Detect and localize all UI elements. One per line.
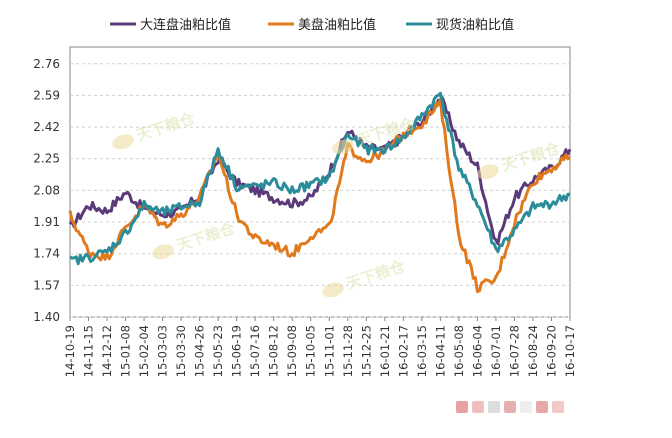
- x-tick-label: 14-10-19: [63, 325, 77, 377]
- x-tick-label: 16-09-20: [544, 325, 558, 377]
- x-tick-label: 15-01-08: [119, 325, 133, 377]
- x-tick-label: 15-09-08: [285, 325, 299, 377]
- series-line: [69, 91, 571, 266]
- x-tick-label: 16-07-28: [507, 325, 521, 377]
- x-tick-label: 15-11-01: [322, 325, 336, 377]
- x-tick-label: 14-12-12: [100, 325, 114, 377]
- blurred-source-mark: [456, 398, 576, 413]
- x-tick-label: 16-06-04: [470, 325, 484, 377]
- x-tick-label: 16-08-24: [526, 325, 540, 377]
- x-tick-label: 15-03-30: [174, 325, 188, 377]
- y-tick-label: 2.08: [33, 183, 60, 197]
- y-tick-label: 2.76: [33, 57, 60, 71]
- x-tick-label: 15-08-12: [267, 325, 281, 377]
- y-tick-label: 2.25: [33, 152, 60, 166]
- x-tick-label: 16-05-08: [452, 325, 466, 377]
- x-tick-label: 15-10-05: [304, 325, 318, 377]
- series-lines: [68, 91, 572, 294]
- x-tick-label: 16-04-11: [433, 325, 447, 377]
- x-tick-label: 15-02-04: [137, 325, 151, 377]
- y-tick-label: 1.57: [33, 278, 60, 292]
- x-tick-label: 16-03-15: [415, 325, 429, 377]
- x-tick-label: 15-12-25: [359, 325, 373, 377]
- y-axis: 1.40 1.57 1.74 1.91 2.08 2.25 2.42 2.59 2.76: [33, 57, 60, 324]
- legend-label: 大连盘油粕比值: [140, 17, 231, 33]
- y-tick-label: 1.91: [33, 215, 60, 229]
- y-tick-label: 1.40: [33, 310, 60, 324]
- legend-label: 现货油粕比值: [436, 17, 514, 33]
- x-tick-label: 15-05-23: [211, 325, 225, 377]
- x-tick-label: 16-01-21: [378, 325, 392, 377]
- series-line: [68, 97, 572, 294]
- x-axis: 14-10-19 14-11-15 14-12-12 15-01-08 15-02-04…: [63, 317, 577, 377]
- y-tick-label: 1.74: [33, 247, 60, 261]
- x-tick-label: 16-07-01: [489, 325, 503, 377]
- x-tick-label: 14-11-15: [82, 325, 96, 377]
- x-tick-label: 16-02-17: [396, 325, 410, 377]
- x-tick-label: 15-07-16: [248, 325, 262, 377]
- x-tick-label: 15-04-26: [193, 325, 207, 377]
- x-tick-label: 15-03-03: [156, 325, 170, 377]
- x-tick-label: 15-11-28: [341, 325, 355, 377]
- legend-label: 美盘油粕比值: [298, 17, 376, 33]
- x-tick-label: 16-10-17: [563, 325, 577, 377]
- x-tick-label: 15-06-19: [230, 325, 244, 377]
- chart-legend: 大连盘油粕比值 美盘油粕比值 现货油粕比值: [110, 17, 514, 33]
- y-tick-label: 2.59: [33, 88, 60, 102]
- y-tick-label: 2.42: [33, 120, 60, 134]
